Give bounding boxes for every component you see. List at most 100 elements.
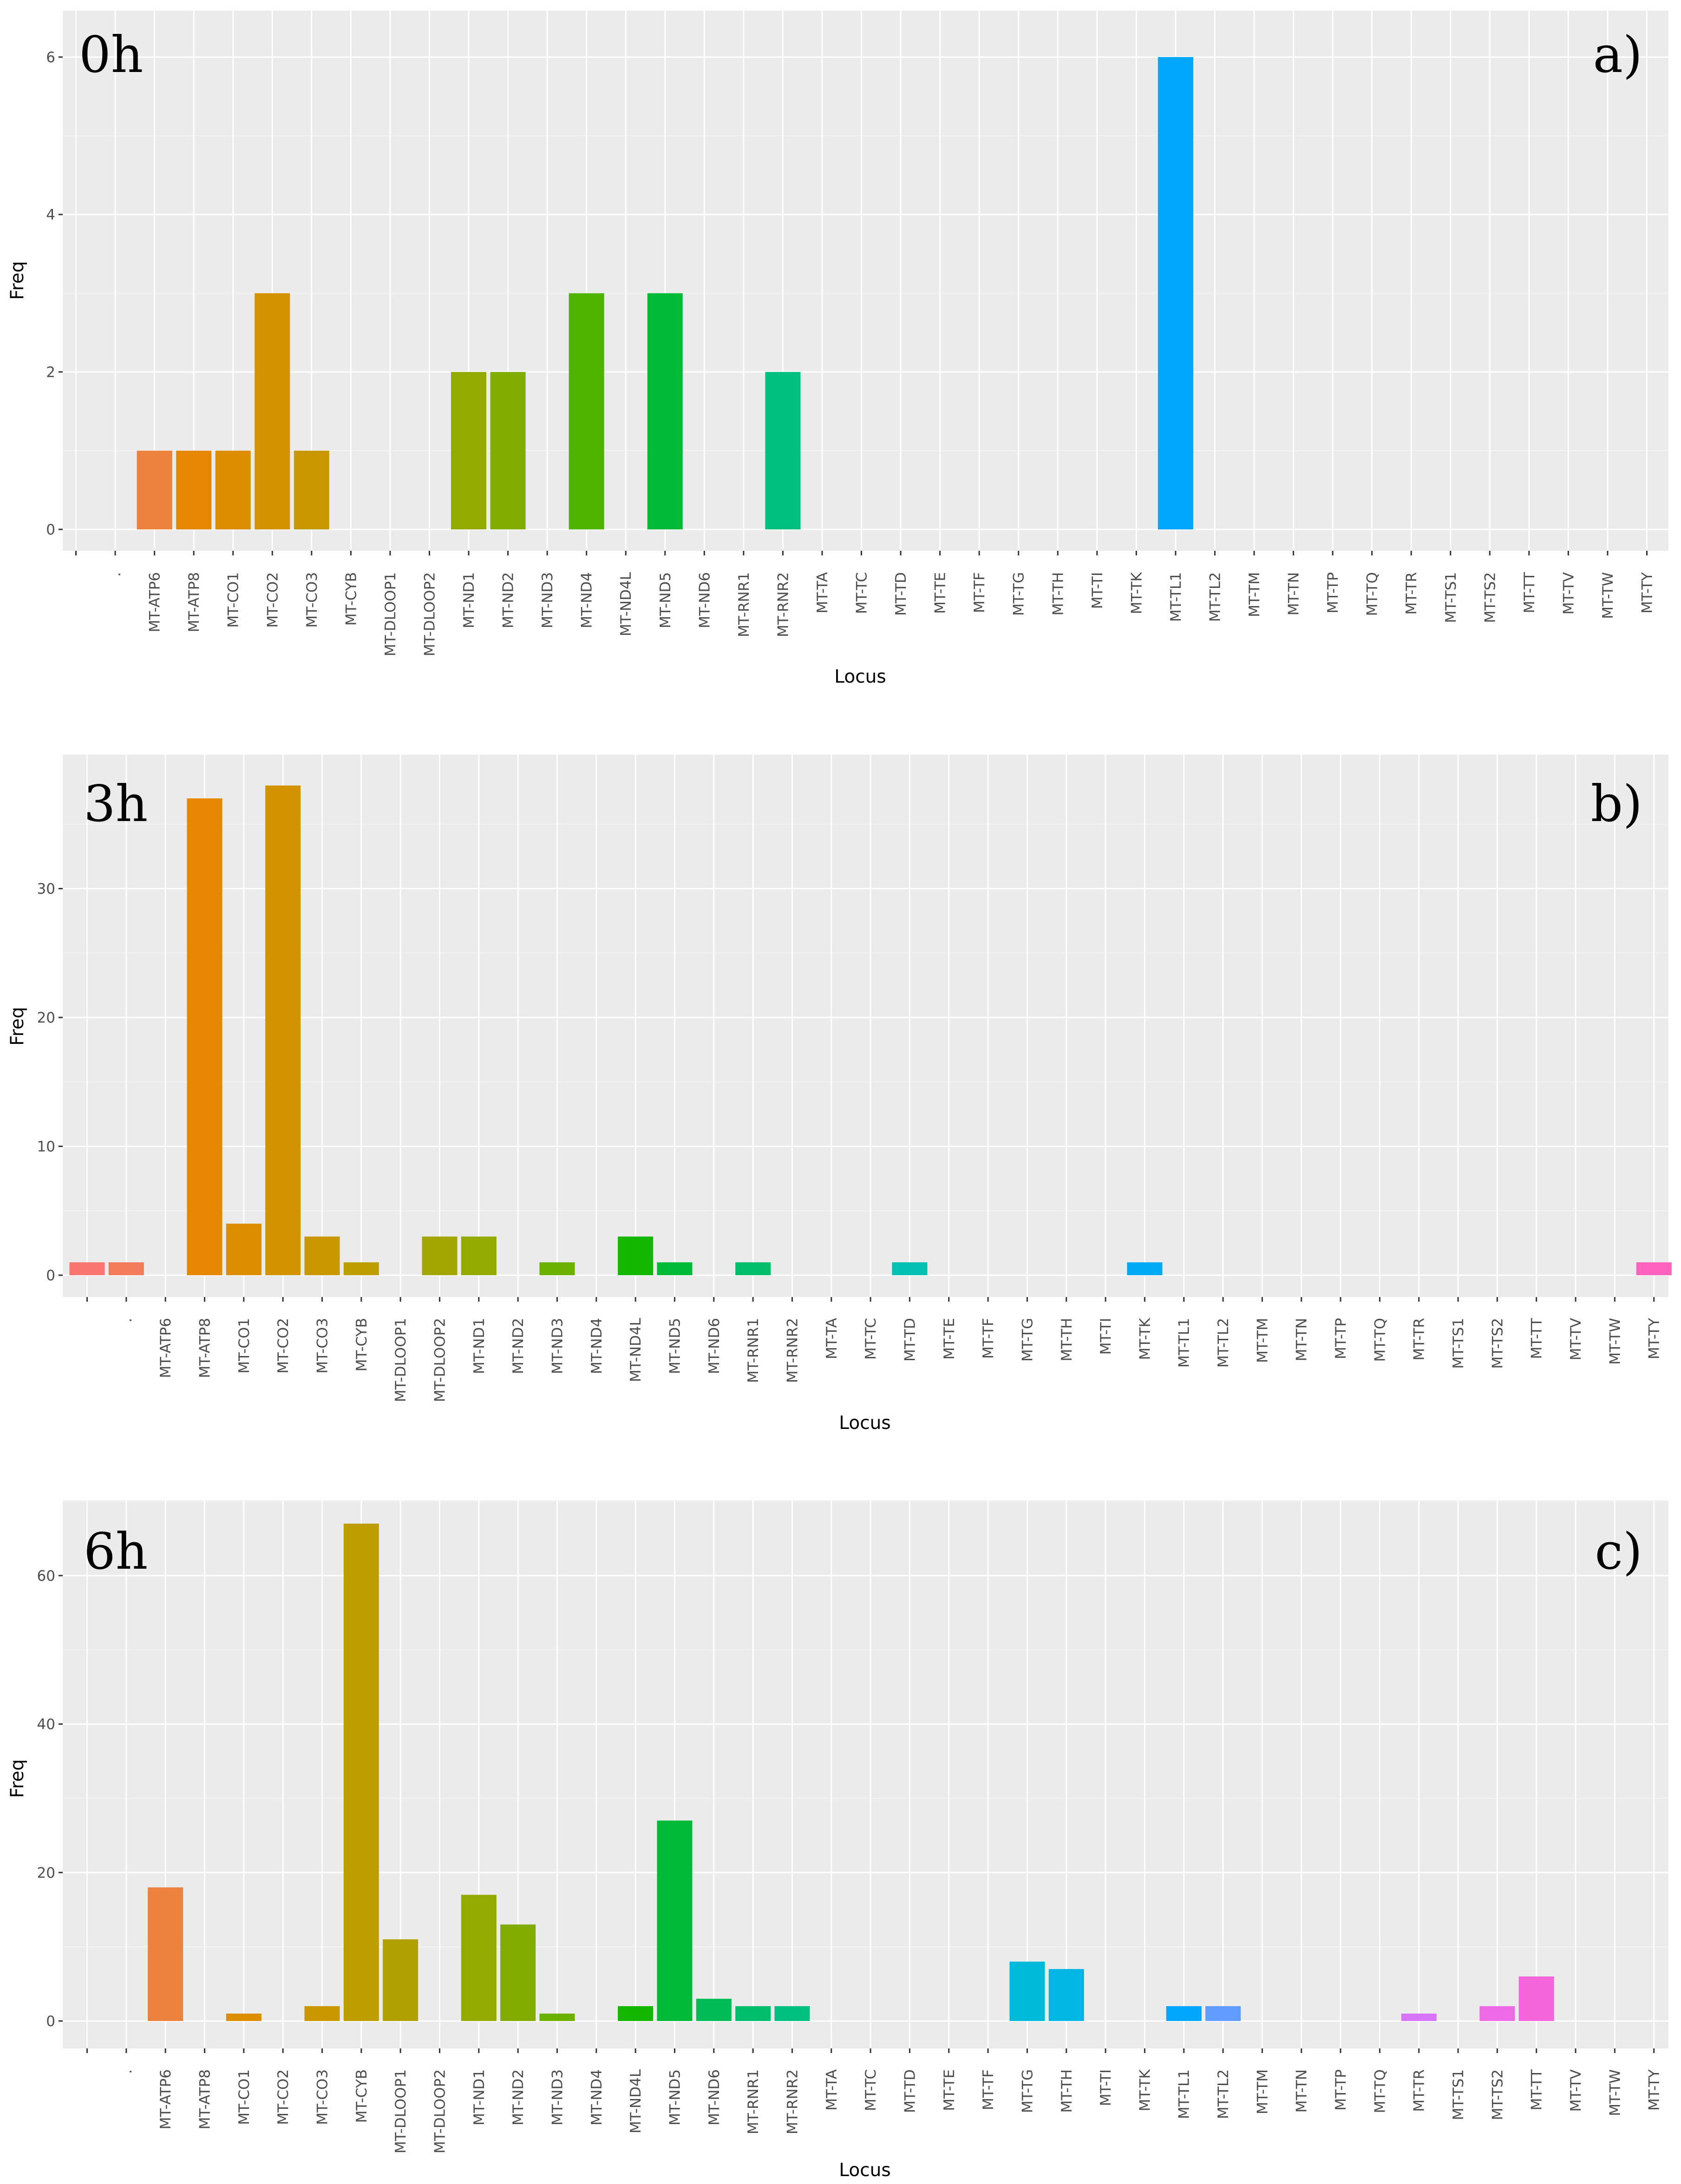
time-label: 3h <box>84 775 148 833</box>
panel-3h: 0 10 20 30 . MT-ATP6 MT-ATP8 MT-CO1 MT-CO2 MT-CO… <box>7 755 1672 1434</box>
panel-background <box>63 1500 1668 2048</box>
x-tick-label: MT-TL1 <box>1176 2069 1193 2119</box>
bar <box>383 1939 419 2021</box>
x-tick-label: MT-RNR2 <box>784 2069 801 2134</box>
x-tick-label: MT-TD <box>893 572 909 616</box>
x-tick-label: MT-TG <box>1019 2069 1036 2113</box>
x-tick-label: MT-TQ <box>1372 1318 1388 1362</box>
x-tick-label: MT-TW <box>1607 2069 1623 2116</box>
x-tick-label: MT-TN <box>1286 572 1302 615</box>
x-tick-label: MT-TQ <box>1364 572 1381 616</box>
x-axis-title: Locus <box>834 666 886 687</box>
x-tick-label: MT-ATP6 <box>147 572 164 632</box>
bar <box>265 785 301 1275</box>
x-tick-label: MT-ND6 <box>706 1318 723 1374</box>
y-tick-label: 20 <box>37 1865 55 1881</box>
x-tick-label: MT-CYB <box>353 1318 370 1371</box>
x-tick-label: MT-DLOOP1 <box>392 2069 409 2153</box>
bar <box>1636 1262 1672 1275</box>
x-tick-label: MT-TM <box>1254 2069 1271 2114</box>
x-tick-label: MT-TI <box>1098 2069 1114 2106</box>
x-tick-label: MT-TL2 <box>1215 2069 1232 2119</box>
x-tick-label: MT-ND3 <box>549 1318 566 1374</box>
bar <box>1205 2006 1241 2021</box>
x-tick-label: MT-TA <box>824 1318 840 1359</box>
bar <box>1048 1969 1084 2021</box>
x-tick-label: MT-ND2 <box>510 2069 527 2125</box>
x-tick-label: MT-TN <box>1294 1318 1310 1361</box>
y-axis-title: Freq <box>7 1007 28 1046</box>
x-tick-label: MT-TT <box>1521 572 1538 613</box>
x-tick-label: MT-TI <box>1098 1318 1114 1355</box>
panel-0h: 0 2 4 6 . MT-ATP6 MT-ATP8 MT-CO1 MT-CO2 MT-CO3 MT… <box>7 11 1668 687</box>
bar <box>461 1236 497 1275</box>
x-tick-label: MT-TA <box>814 572 831 613</box>
minor-grid <box>63 1501 1668 1947</box>
x-tick-label: MT-TS2 <box>1489 1318 1506 1369</box>
y-tick-label: 6 <box>46 49 55 66</box>
bar-series <box>148 1523 1554 2021</box>
x-tick-label: . <box>118 1318 135 1323</box>
x-tick-label: MT-TF <box>980 2069 997 2110</box>
x-tick-label: MT-ND1 <box>461 572 477 628</box>
x-tick-label: MT-ND5 <box>657 572 674 628</box>
x-tick-label: MT-TK <box>1137 2069 1153 2111</box>
bar <box>451 372 486 529</box>
x-tick-label: MT-CYB <box>343 572 360 626</box>
y-tick-label: 20 <box>37 1010 55 1026</box>
x-axis-title: Locus <box>839 1413 890 1434</box>
bar <box>343 1262 379 1275</box>
x-tick-label: MT-TF <box>980 1318 997 1359</box>
bar <box>1518 1976 1554 2021</box>
x-tick-label: MT-DLOOP1 <box>382 572 399 656</box>
x-tick-label: MT-ND3 <box>539 572 556 628</box>
x-tick-label: MT-TL1 <box>1168 572 1184 622</box>
bar <box>108 1262 144 1275</box>
bar <box>696 1999 732 2021</box>
x-axis: . MT-ATP6 MT-ATP8 MT-CO1 MT-CO2 MT-CO3 MT-CYB M… <box>75 551 1656 656</box>
bar <box>657 1820 693 2021</box>
x-tick-label: MT-DLOOP1 <box>392 1318 409 1402</box>
y-tick-label: 30 <box>37 881 55 898</box>
x-tick-label: MT-TA <box>824 2069 840 2111</box>
x-tick-label: MT-TV <box>1568 2069 1584 2112</box>
bar <box>735 1262 771 1275</box>
x-tick-label: MT-RNR1 <box>745 2069 762 2134</box>
x-tick-label: MT-CYB <box>353 2069 370 2123</box>
x-tick-label: MT-TF <box>971 572 988 613</box>
x-tick-label: MT-ND4L <box>618 572 634 636</box>
x-tick-label: MT-TD <box>902 2069 918 2113</box>
bar <box>539 2014 575 2021</box>
major-grid <box>63 1500 1668 2048</box>
y-tick-label: 2 <box>46 364 55 381</box>
x-tick-label: MT-ND6 <box>706 2069 723 2125</box>
x-tick-label: MT-TH <box>1050 572 1066 615</box>
x-tick-label: MT-TL2 <box>1207 572 1223 622</box>
x-tick-label: MT-RNR1 <box>736 572 752 637</box>
bar <box>539 1262 575 1275</box>
bar <box>187 798 222 1275</box>
x-tick-label: . <box>107 572 124 577</box>
x-tick-label: MT-ND2 <box>500 572 517 628</box>
bar <box>1009 1962 1045 2021</box>
x-tick-label: MT-ND4 <box>589 2069 605 2125</box>
bar <box>1401 2014 1437 2021</box>
x-tick-label: MT-ND1 <box>471 2069 488 2125</box>
x-tick-label: MT-TW <box>1607 1318 1623 1365</box>
y-axis-title: Freq <box>7 1759 28 1798</box>
x-tick-label: MT-TH <box>1059 1318 1075 1361</box>
x-tick-label: MT-TE <box>932 572 949 614</box>
x-tick-label: MT-TI <box>1089 572 1106 609</box>
bar <box>765 372 801 529</box>
x-tick-label: MT-TM <box>1246 572 1263 617</box>
x-tick-label: MT-TN <box>1294 2069 1310 2112</box>
bar <box>176 450 212 529</box>
bar <box>343 1523 379 2021</box>
x-axis-title: Locus <box>839 2160 890 2181</box>
x-tick-label: MT-CO3 <box>314 1318 331 1374</box>
x-tick-label: MT-TS1 <box>1450 1318 1467 1369</box>
x-tick-label: MT-TY <box>1639 572 1656 613</box>
y-axis: 0 20 40 60 <box>37 1568 63 2030</box>
bar <box>774 2006 810 2021</box>
